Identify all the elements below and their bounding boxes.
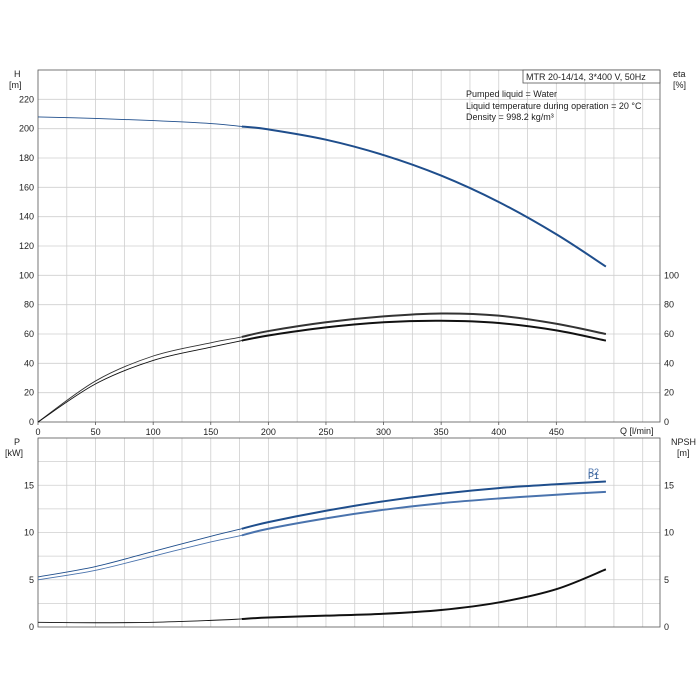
y-tick-label-left: 10 [24,528,34,538]
y-tick-label-left: 60 [24,329,34,339]
left-axis-label-top: H [14,69,21,79]
y-tick-label-left: 220 [19,94,34,104]
bottom-plot-frame [37,437,661,628]
y-tick-label-left: 15 [24,480,34,490]
y-tick-label-left: 80 [24,300,34,310]
left-axis-label-bottom: P [14,437,20,447]
series-line-p2-operating [241,490,606,537]
top-grid [38,70,660,422]
series-line-h-operating [241,125,607,268]
right-axis-label-bottom: NPSH [671,437,696,447]
bottom-left-tick-labels: 0 5 10 15 [24,480,34,632]
x-tick-label: 100 [146,427,161,437]
y-tick-label-left: 0 [29,417,34,427]
top-left-tick-labels: 0 20 40 60 80 100 120 140 160 180 200 220 [19,94,34,427]
y-tick-label-right: 60 [664,329,674,339]
y-tick-label-left: 0 [29,622,34,632]
y-tick-label-left: 120 [19,241,34,251]
top-series [37,116,607,423]
model-label: MTR 20-14/14, 3*400 V, 50Hz [526,72,646,82]
bottom-series [37,480,607,624]
x-tick-label: 250 [318,427,333,437]
series-line-eta_inner-operating [241,319,607,342]
series-line-eta_inner [37,320,606,423]
y-tick-label-right: 0 [664,417,669,427]
x-tick-label: 150 [203,427,218,437]
y-tick-label-left: 20 [24,388,34,398]
series-line-p2 [37,491,606,581]
y-tick-label-right: 10 [664,528,674,538]
top-right-tick-labels: 0 20 40 60 80 100 [664,270,679,427]
x-tick-label: 400 [491,427,506,437]
y-tick-label-right: 100 [664,270,679,280]
series-label-p2: P2 [588,467,599,477]
series-line-eta_outer-operating [241,312,607,338]
y-tick-label-left: 200 [19,124,34,134]
series-line-p1-operating [241,480,606,530]
x-tick-label: 450 [549,427,564,437]
x-tick-label: 0 [35,427,40,437]
x-tick-label: 300 [376,427,391,437]
y-tick-label-left: 180 [19,153,34,163]
info-line: Pumped liquid = Water [466,89,557,99]
y-tick-label-left: 140 [19,212,34,222]
y-tick-label-right: 0 [664,622,669,632]
y-tick-label-left: 100 [19,270,34,280]
left-axis-unit-bottom: [kW] [5,448,23,458]
y-tick-label-right: 40 [664,358,674,368]
y-tick-label-left: 160 [19,182,34,192]
x-axis-label: Q [l/min] [620,426,654,436]
top-x-tick-labels: 0 50 100 150 200 250 300 350 400 450 [35,422,564,437]
bottom-right-tick-labels: 0 5 10 15 [664,480,674,632]
y-tick-label-left: 40 [24,358,34,368]
right-axis-unit-bottom: [m] [677,448,690,458]
series-line-npsh [37,568,607,624]
x-tick-label: 200 [261,427,276,437]
series-line-eta_outer [37,313,606,423]
top-plot-frame [37,69,661,423]
bottom-grid [38,438,660,627]
series-line-npsh-operating [241,568,607,620]
x-tick-label: 350 [434,427,449,437]
info-line: Density = 998.2 kg/m³ [466,112,554,122]
y-tick-label-right: 15 [664,480,674,490]
series-label-p1: P1 [588,471,599,481]
y-tick-label-right: 20 [664,388,674,398]
info-line: Liquid temperature during operation = 20… [466,101,642,111]
y-tick-label-right: 80 [664,300,674,310]
y-tick-label-right: 5 [664,575,669,585]
right-axis-label-top: eta [673,69,686,79]
model-label-box [522,69,661,84]
x-tick-label: 50 [91,427,101,437]
y-tick-label-left: 5 [29,575,34,585]
series-line-p1 [37,481,606,578]
right-axis-unit-top: [%] [673,80,686,90]
left-axis-unit-top: [m] [9,80,22,90]
